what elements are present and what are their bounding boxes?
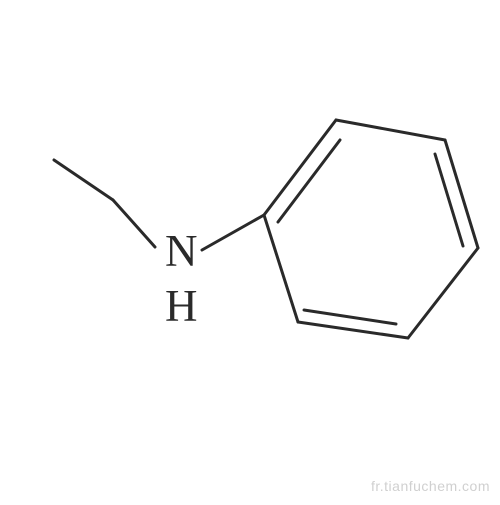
bond-ring-3 <box>445 140 478 248</box>
molecule-diagram: N H <box>0 0 500 500</box>
atom-label-hydrogen: H <box>165 280 198 332</box>
bond-ring-inner-1 <box>278 140 340 222</box>
bond-ring-6 <box>264 215 298 322</box>
bond-ring-inner-3 <box>304 310 396 324</box>
bond-ring-inner-2 <box>435 154 463 246</box>
bond-ethyl-to-n <box>113 200 155 247</box>
bond-ring-4 <box>408 248 478 338</box>
bond-ethyl-terminal <box>54 160 113 200</box>
structure-svg <box>0 0 500 500</box>
bond-ring-2 <box>336 120 445 140</box>
atom-label-nitrogen: N <box>165 225 198 277</box>
bond-ring-1 <box>264 120 336 215</box>
watermark-text: fr.tianfuchem.com <box>371 478 490 494</box>
bond-n-to-ring <box>202 215 264 250</box>
